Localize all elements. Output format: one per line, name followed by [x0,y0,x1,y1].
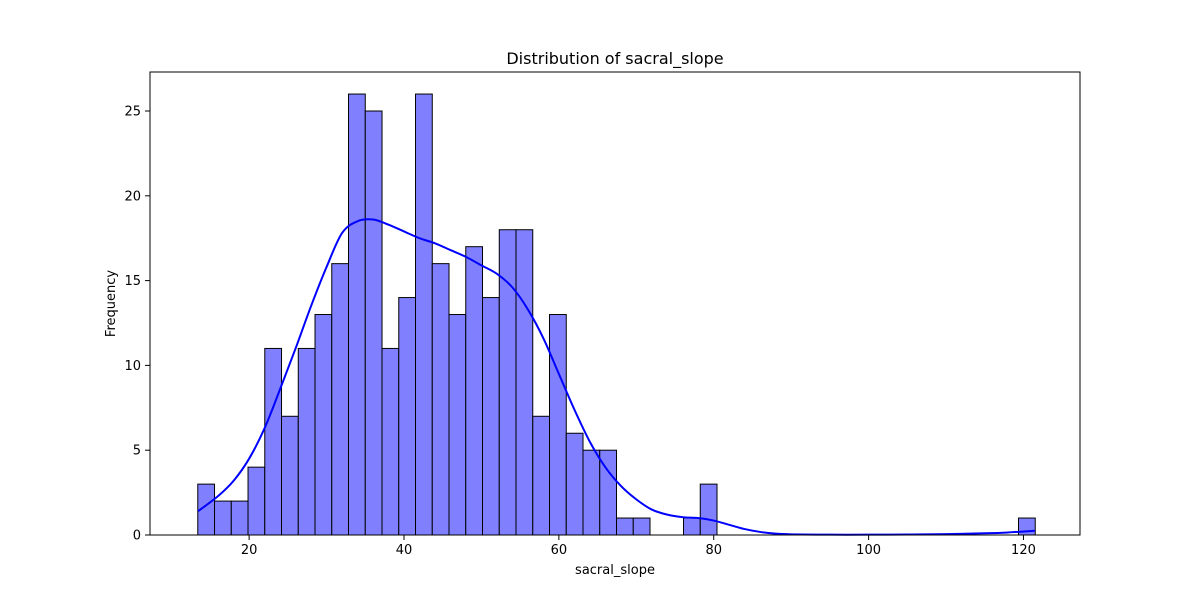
histogram-bar [498,229,517,536]
histogram-bar [415,93,433,536]
x-tick-label: 60 [551,543,568,558]
histogram-bar [582,449,601,536]
histogram-bar [247,466,266,536]
y-tick-label: 5 [133,444,141,459]
x-tick-label: 20 [241,543,258,558]
x-tick-label: 120 [1011,543,1036,558]
histogram-bar [364,110,383,536]
histogram-bar [264,347,283,536]
histogram-bar [381,347,400,536]
histogram-bar [549,314,567,536]
x-tick-label: 80 [705,543,722,558]
chart-title: Distribution of sacral_slope [506,49,723,69]
plot-frame [149,71,1081,536]
x-tick-label: 40 [396,543,413,558]
kde-line [197,218,1036,536]
y-tick-label: 15 [124,274,141,289]
histogram-bar [565,432,584,536]
histogram-bar [314,314,333,536]
histogram-bar [632,517,651,536]
histogram-bar [431,263,450,536]
histogram-bar [331,263,350,536]
histogram-bar [532,415,551,536]
x-tick-label: 100 [856,543,881,558]
histogram-bar [515,229,534,536]
y-tick-label: 25 [124,105,141,120]
histogram-bar [448,314,467,536]
histogram-bars [197,93,1036,536]
histogram-bar [683,517,701,536]
histogram-bar [699,483,718,536]
x-axis: 20 40 60 80 100 120 [241,535,1036,558]
histogram-bar [616,517,634,536]
y-tick-label: 10 [124,359,141,374]
y-tick-label: 20 [124,189,141,204]
histogram-bar [482,297,500,536]
y-tick-label: 0 [133,529,141,544]
y-axis: 0 5 10 15 20 25 [124,105,150,544]
histogram-bar [348,93,366,536]
histogram-bar [230,500,249,536]
y-axis-label: Frequency [104,270,119,337]
histogram-bar [398,297,417,536]
histogram-bar [465,246,484,536]
kde-layer [197,218,1036,536]
histogram-bar [281,415,299,536]
histogram-bar [214,500,232,536]
x-axis-label: sacral_slope [575,563,655,578]
histogram-bar [297,347,316,536]
